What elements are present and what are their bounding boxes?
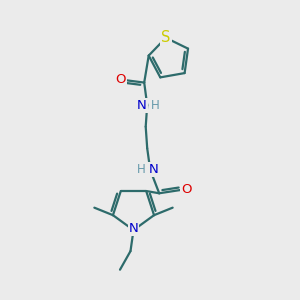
Text: H: H	[151, 99, 160, 112]
Text: N: N	[148, 164, 158, 176]
Text: O: O	[116, 73, 126, 86]
Text: N: N	[137, 99, 147, 112]
Text: N: N	[129, 222, 138, 235]
Text: O: O	[181, 183, 191, 196]
Text: H: H	[137, 164, 146, 176]
Text: S: S	[161, 30, 170, 45]
